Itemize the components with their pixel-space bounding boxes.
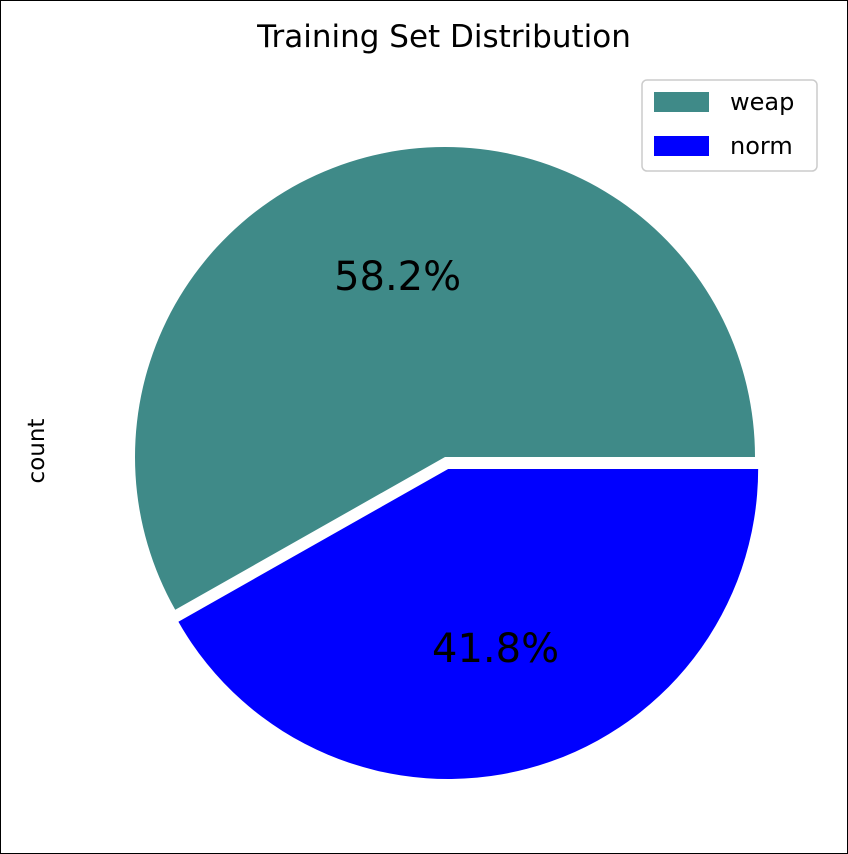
chart-title: Training Set Distribution — [256, 19, 631, 55]
legend-swatch-norm — [654, 136, 709, 156]
legend-label-weap: weap — [730, 88, 794, 116]
pie-percent-labels: 58.2% 41.8% — [334, 254, 559, 672]
percent-label-weap: 58.2% — [334, 254, 461, 300]
pie-slices — [135, 147, 759, 779]
pie-slice-weap — [135, 147, 755, 610]
percent-label-norm: 41.8% — [432, 626, 559, 672]
legend: weap norm — [641, 79, 818, 172]
pie-slice-norm — [178, 468, 759, 779]
legend-label-norm: norm — [730, 132, 793, 160]
y-axis-label: count — [24, 419, 50, 484]
legend-swatch-weap — [654, 92, 709, 112]
